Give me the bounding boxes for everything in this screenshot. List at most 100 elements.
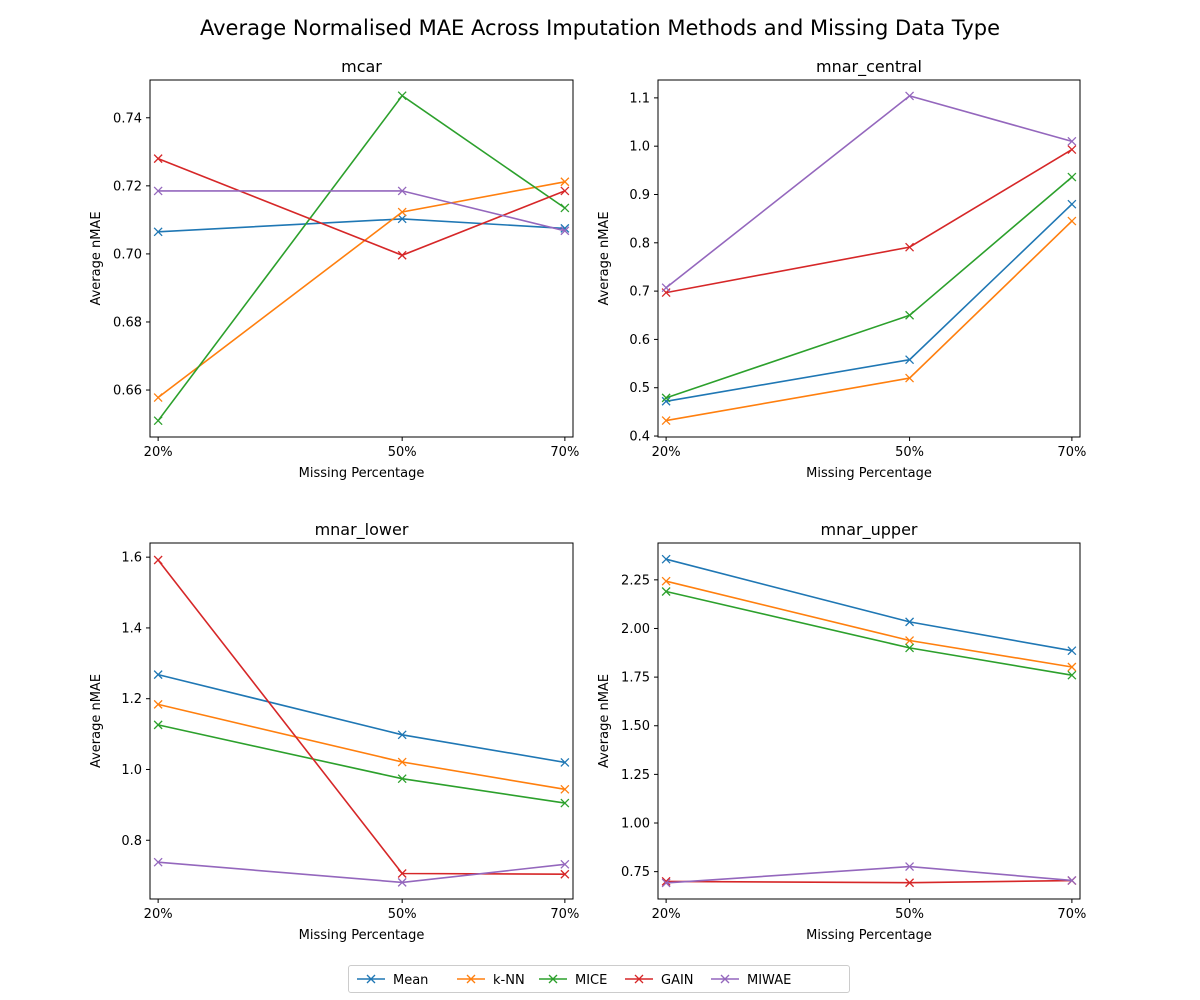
series-k-nn <box>661 216 1077 426</box>
x-tick-label: 70% <box>1057 445 1086 460</box>
data-point <box>1067 145 1077 155</box>
legend-marker <box>548 974 558 984</box>
legend-label: MICE <box>575 973 607 988</box>
x-tick-label: 50% <box>895 907 924 922</box>
series-miwae <box>153 186 570 236</box>
data-point <box>397 250 407 260</box>
plot-area-frame <box>657 79 1081 438</box>
plot-area-frame <box>657 542 1081 900</box>
data-point <box>560 798 570 808</box>
series-line <box>157 94 566 422</box>
data-point <box>1067 172 1077 182</box>
plot-area-frame <box>149 79 574 438</box>
legend-entry-miwae: MIWAE <box>711 973 791 988</box>
legend-entry-gain: GAIN <box>625 973 694 988</box>
subplot-title: mnar_central <box>816 57 922 77</box>
x-tick-label: 50% <box>388 907 417 922</box>
data-point <box>560 757 570 767</box>
y-tick-label: 0.6 <box>629 333 650 348</box>
data-point <box>397 757 407 767</box>
series-line <box>158 218 565 233</box>
subplot-mcar: mcar 20% 50% 70% 0.66 0.68 0.70 0.72 0.74 Missing… <box>89 57 579 481</box>
figure-title: Average Normalised MAE Across Imputation… <box>200 16 1000 40</box>
data-point <box>905 643 915 653</box>
y-tick-label: 1.2 <box>121 692 142 707</box>
data-point <box>661 576 671 586</box>
data-point <box>560 859 570 869</box>
x-tick-label: 70% <box>550 445 579 460</box>
y-tick-label: 0.66 <box>113 384 142 399</box>
legend-marker <box>466 974 476 984</box>
legend-label: Mean <box>393 973 428 988</box>
legend-label: k-NN <box>493 973 525 988</box>
x-axis-label: Missing Percentage <box>806 466 932 481</box>
y-axis-label: Average nMAE <box>597 211 612 305</box>
series-line <box>157 181 566 399</box>
series-mean <box>661 554 1077 656</box>
legend-entry-mean: Mean <box>357 973 428 988</box>
legend-entry-mice: MICE <box>539 973 607 988</box>
series-line <box>157 724 566 804</box>
x-tick-label: 20% <box>652 907 681 922</box>
y-tick-label: 1.0 <box>121 763 142 778</box>
series-gain <box>661 876 1077 888</box>
series-line <box>666 879 1072 884</box>
subplot-mnar-upper: mnar_upper 20% 50% 70% 0.75 1.00 1.25 1.50 1.75 2… <box>597 520 1086 943</box>
series-mean <box>661 199 1077 406</box>
subplot-mnar-central: mnar_central 20% 50% 70% 0.4 0.5 0.6 0.7 0.8 0.9 1… <box>597 57 1086 481</box>
data-point <box>397 877 407 887</box>
x-tick-label: 50% <box>388 445 417 460</box>
y-tick-label: 2.00 <box>621 622 650 637</box>
y-tick-label: 0.8 <box>121 834 142 849</box>
legend-marker <box>366 974 376 984</box>
legend-entry-k-nn: k-NN <box>457 973 525 988</box>
data-point <box>560 186 570 196</box>
series-line <box>157 559 565 876</box>
data-point <box>153 154 163 164</box>
y-axis-label: Average nMAE <box>597 674 612 768</box>
series-line <box>157 703 566 791</box>
y-tick-label: 0.68 <box>113 315 142 330</box>
subplot-mnar-lower: mnar_lower 20% 50% 70% 0.8 1.0 1.2 1.4 1.6 Missin… <box>89 520 579 943</box>
series-line <box>665 580 1073 668</box>
data-point <box>905 373 915 383</box>
data-point <box>153 670 163 680</box>
series-mice <box>153 720 570 808</box>
data-point <box>1067 662 1077 672</box>
data-point <box>1067 199 1077 209</box>
data-point <box>905 636 915 645</box>
data-point <box>560 226 570 236</box>
y-tick-label: 1.25 <box>621 768 650 783</box>
data-point <box>661 878 671 888</box>
series-k-nn <box>153 699 570 794</box>
series-line <box>665 148 1073 294</box>
data-point <box>661 876 671 886</box>
data-point <box>397 869 407 878</box>
y-tick-label: 0.4 <box>629 430 650 445</box>
data-point <box>905 310 915 320</box>
y-axis-label: Average nMAE <box>89 211 104 305</box>
legend-marker <box>634 974 644 984</box>
data-point <box>905 91 915 101</box>
data-point <box>153 416 163 426</box>
data-point <box>153 393 163 402</box>
x-tick-label: 70% <box>550 907 579 922</box>
y-tick-label: 0.9 <box>629 188 650 203</box>
x-tick-label: 20% <box>144 445 173 460</box>
data-point <box>661 416 671 426</box>
series-gain <box>153 555 570 879</box>
data-point <box>661 393 671 403</box>
data-point <box>153 699 163 709</box>
y-tick-label: 1.75 <box>621 671 650 686</box>
data-point <box>1067 670 1077 680</box>
series-miwae <box>661 91 1077 293</box>
data-point <box>905 355 915 365</box>
series-mice <box>153 91 570 426</box>
data-point <box>397 774 407 784</box>
series-miwae <box>153 857 570 887</box>
subplot-title: mnar_lower <box>315 520 409 540</box>
y-tick-label: 0.75 <box>621 865 650 880</box>
y-tick-label: 1.6 <box>121 551 142 566</box>
y-tick-label: 0.5 <box>629 381 650 396</box>
